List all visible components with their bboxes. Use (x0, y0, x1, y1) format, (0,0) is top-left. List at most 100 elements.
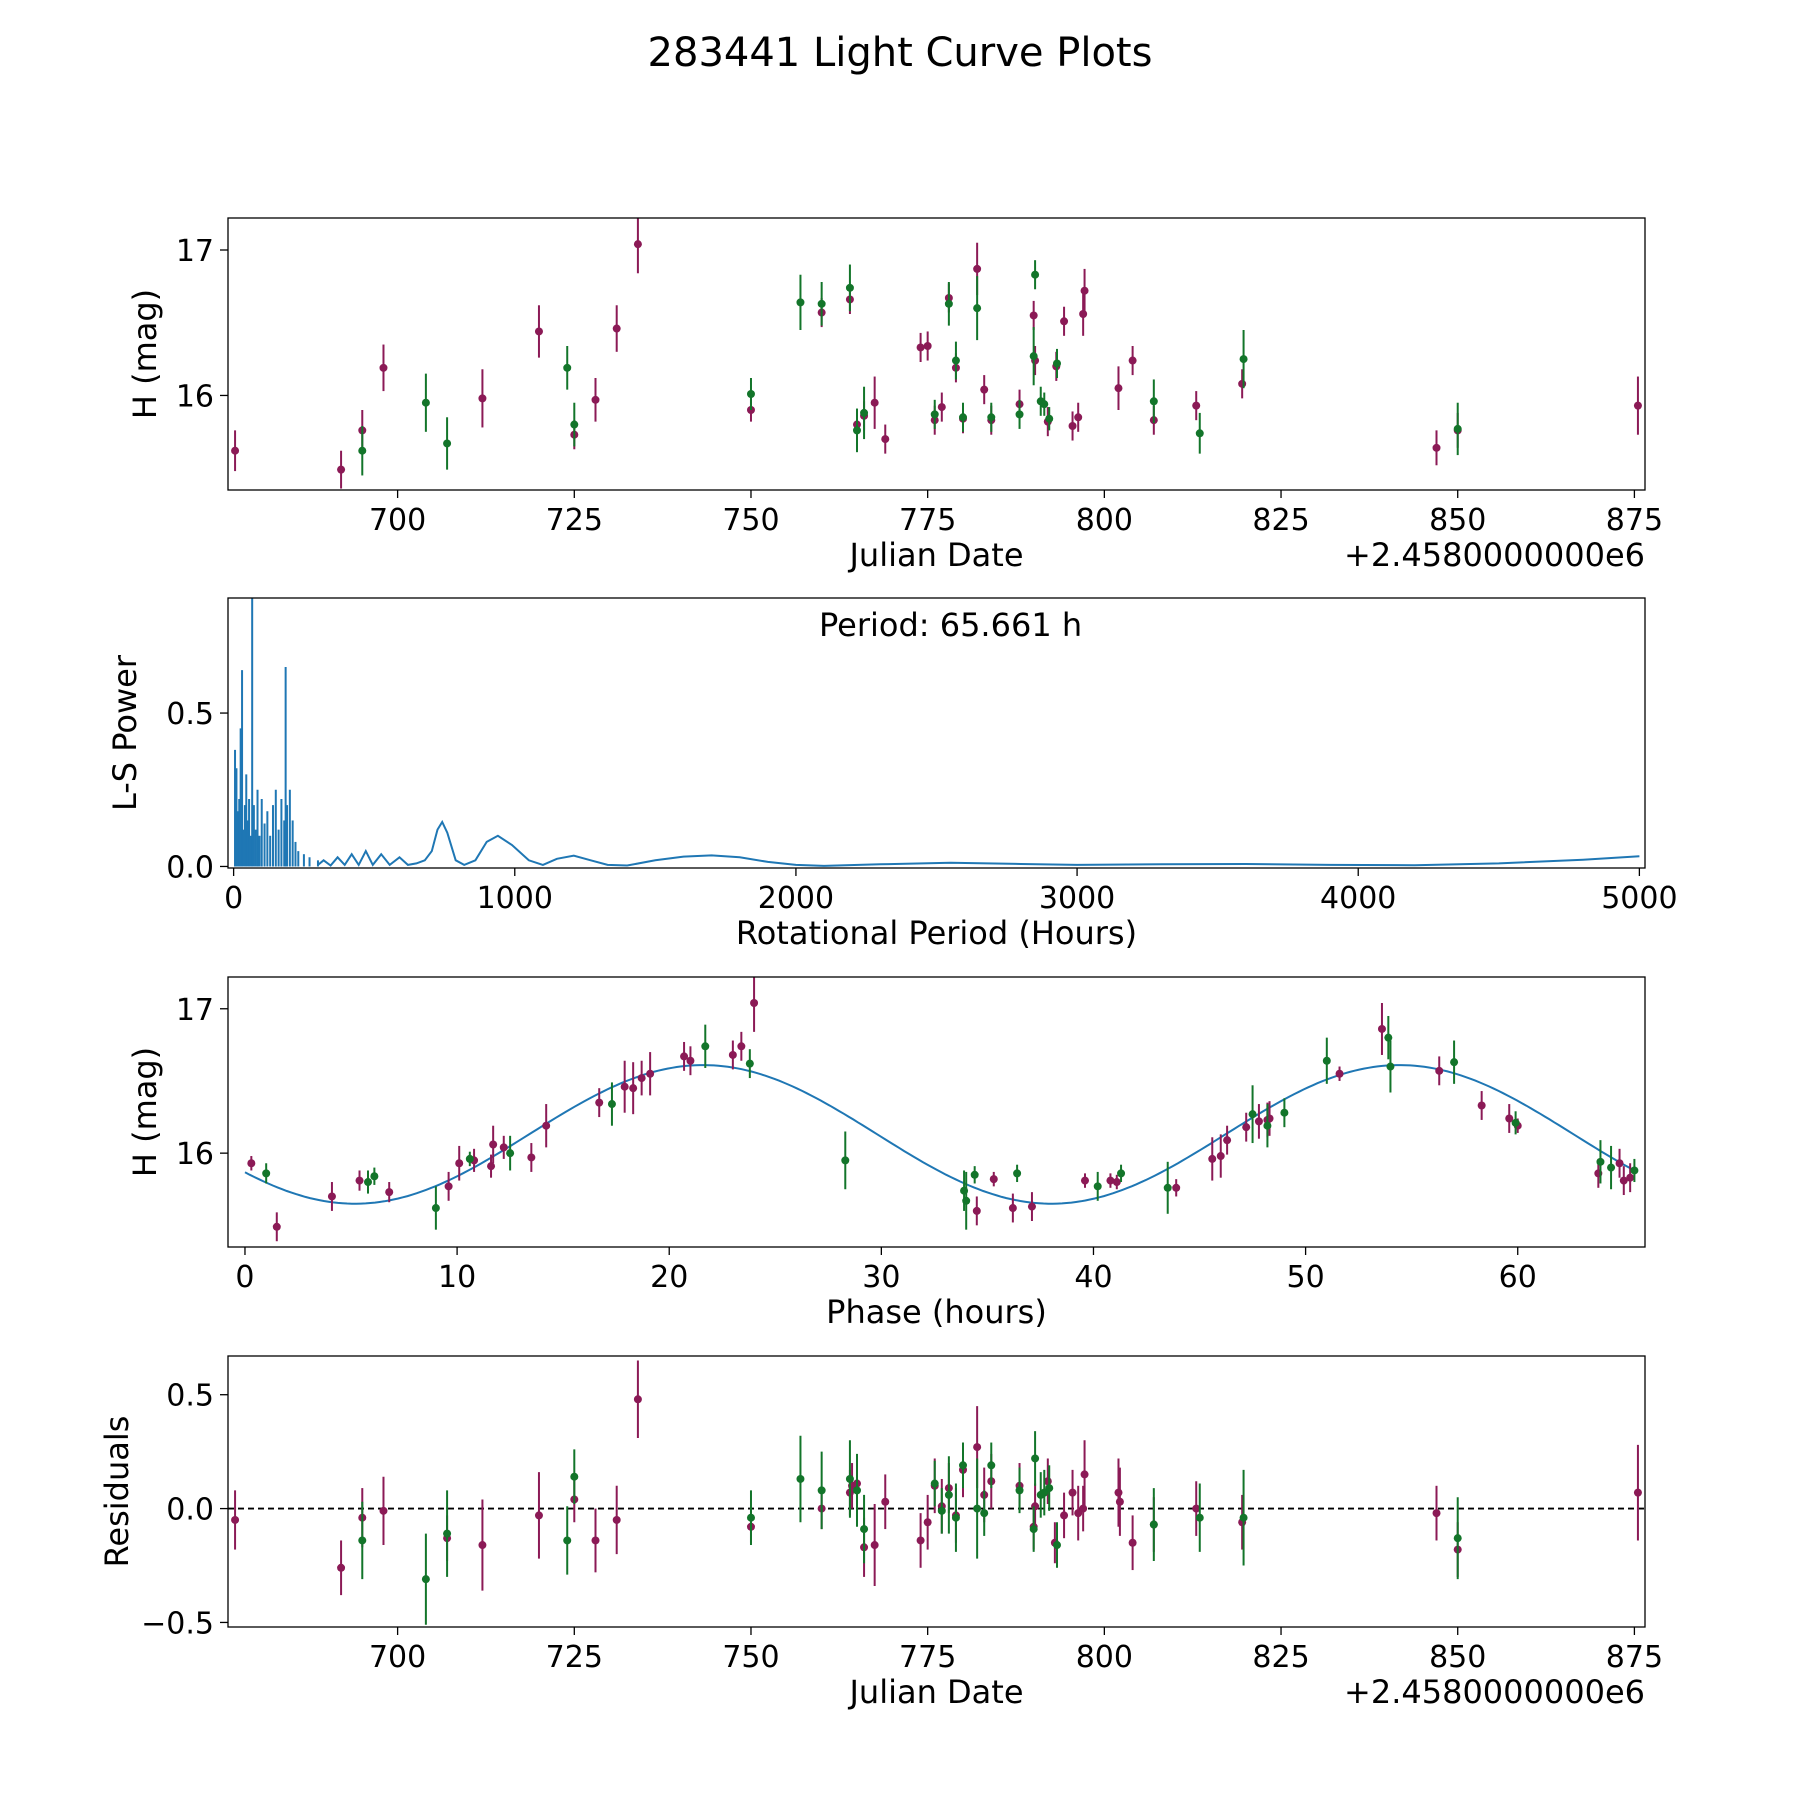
data-point (916, 343, 925, 352)
data-point (1223, 1136, 1232, 1145)
filter-a-series (231, 1360, 1642, 1596)
data-point (959, 1461, 968, 1470)
data-point (973, 264, 982, 273)
data-point (923, 342, 932, 350)
x-axis-label: Phase (hours) (826, 1293, 1047, 1331)
data-point (478, 1541, 487, 1550)
y-axis-label: H (mag) (126, 289, 164, 419)
phase-axes-frame (227, 976, 1646, 1248)
periodogram-curve (317, 819, 1640, 867)
data-point (1093, 1182, 1102, 1191)
x-tick-label: 50 (1287, 1260, 1325, 1295)
data-point (1149, 397, 1158, 406)
period-annotation: Period: 65.661 h (819, 606, 1082, 644)
residuals-plot-area (228, 1360, 1645, 1625)
data-point (1263, 1121, 1272, 1130)
data-point (542, 1121, 551, 1130)
data-point (421, 1575, 430, 1584)
data-point (944, 1490, 953, 1499)
periodogram-plot-area (234, 598, 1640, 867)
data-point (746, 390, 755, 398)
y-tick-label: 0.5 (166, 1379, 214, 1414)
data-point (930, 1479, 939, 1488)
residuals-axes-frame (227, 1355, 1646, 1628)
data-point (1031, 1454, 1040, 1463)
data-point (1031, 270, 1040, 279)
data-point (570, 420, 579, 429)
data-point (796, 1474, 805, 1483)
data-point (1432, 1509, 1441, 1518)
data-point (987, 1461, 996, 1470)
data-point (1045, 1484, 1054, 1493)
data-point (637, 1074, 646, 1083)
data-point (973, 304, 982, 313)
data-point (989, 1175, 998, 1184)
data-point (1453, 1534, 1462, 1543)
data-point (1477, 1101, 1486, 1110)
filter-b-series (358, 1431, 1462, 1625)
x-tick-label: 850 (1429, 503, 1486, 538)
data-point (1114, 1488, 1123, 1497)
data-point (852, 1486, 861, 1495)
lightcurve-plot-area (231, 218, 1642, 489)
data-point (980, 1509, 989, 1518)
y-tick-label: 17 (176, 993, 214, 1028)
data-point (646, 1069, 655, 1078)
data-point (1511, 1118, 1520, 1127)
data-point (860, 1525, 869, 1534)
data-point (1106, 1176, 1115, 1185)
y-axis-label: H (mag) (126, 1047, 164, 1177)
x-tick-label: 850 (1429, 1640, 1486, 1675)
data-point (421, 398, 430, 407)
data-point (1040, 400, 1049, 409)
data-point (1068, 422, 1077, 430)
data-point (1079, 1504, 1088, 1513)
data-point (745, 1059, 754, 1068)
data-point (231, 446, 240, 455)
filter-a-series (247, 977, 1635, 1242)
data-point (1015, 1486, 1024, 1495)
data-point (970, 1170, 979, 1179)
x-tick-label: 775 (899, 503, 956, 538)
data-point (1195, 429, 1204, 438)
data-point (1172, 1183, 1181, 1192)
data-point (478, 394, 487, 403)
data-point (1117, 1169, 1126, 1178)
data-point (1068, 1488, 1077, 1497)
data-point (1080, 1470, 1089, 1479)
x-tick-label: 30 (862, 1260, 900, 1295)
data-point (358, 446, 367, 455)
x-tick-label: 0 (224, 881, 243, 916)
data-point (1607, 1163, 1616, 1172)
x-tick-label: 60 (1499, 1260, 1537, 1295)
x-tick-label: 750 (722, 503, 779, 538)
x-tick-label: 5000 (1601, 881, 1677, 916)
data-point (701, 1042, 710, 1051)
x-tick-label: 800 (1076, 1640, 1133, 1675)
data-point (1239, 355, 1248, 364)
data-point (465, 1154, 474, 1163)
data-point (534, 327, 543, 336)
data-point (1505, 1114, 1514, 1123)
data-point (1027, 1202, 1036, 1211)
x-tick-label: 2000 (758, 881, 834, 916)
data-point (534, 1511, 543, 1520)
periodogram-panel: Period: 65.661 h 0 1000 2000 3000 4000 5000 0.0… (106, 597, 1678, 952)
data-point (686, 1056, 695, 1065)
x-tick-label: 825 (1252, 1640, 1309, 1675)
phase-panel: 0 10 20 30 40 50 60 16 17 Phase (hours) H (mag) (126, 976, 1646, 1331)
x-tick-label: 4000 (1320, 881, 1396, 916)
data-point (262, 1169, 271, 1178)
data-point (633, 240, 642, 249)
data-point (1015, 410, 1024, 419)
data-point (1633, 401, 1642, 410)
y-tick-label: 0.0 (166, 1493, 214, 1528)
data-point (1052, 1541, 1061, 1550)
x-tick-label: 800 (1076, 503, 1133, 538)
data-point (607, 1100, 616, 1109)
data-point (489, 1140, 498, 1149)
x-offset-text: +2.4580000000e6 (1344, 536, 1645, 574)
data-point (860, 408, 869, 417)
data-point (1031, 1502, 1040, 1511)
data-point (633, 1395, 642, 1404)
